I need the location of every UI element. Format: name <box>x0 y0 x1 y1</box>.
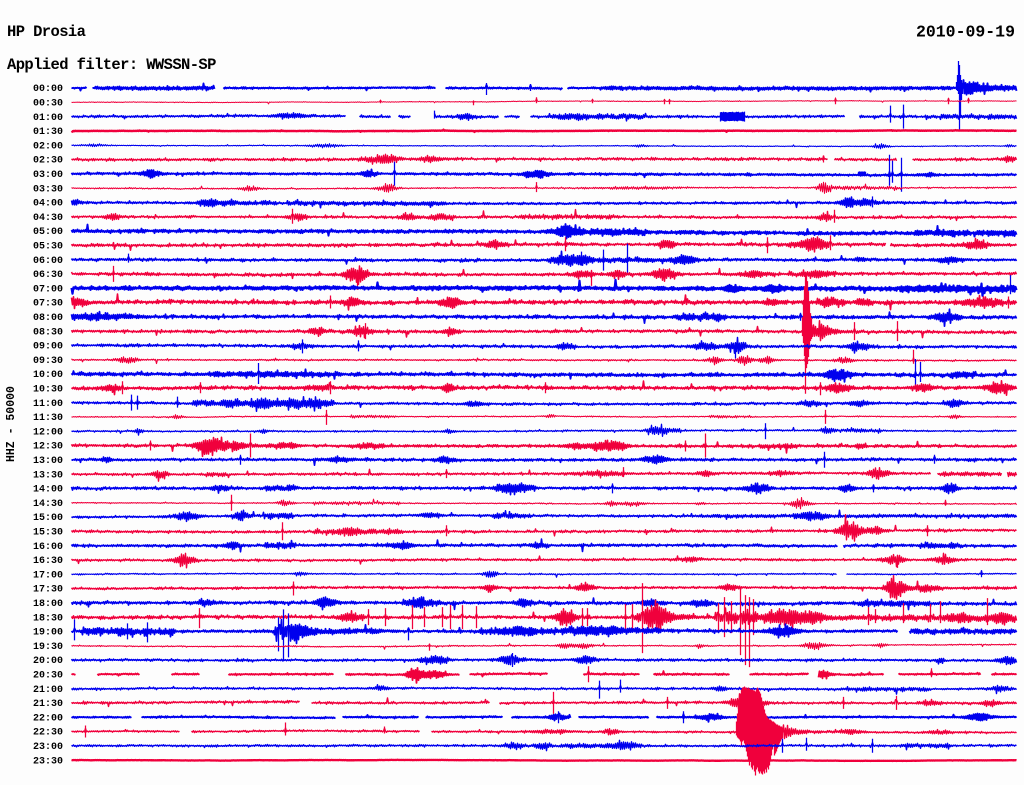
svg-text:02:30: 02:30 <box>33 156 63 167</box>
svg-text:Applied filter: WWSSN-SP: Applied filter: WWSSN-SP <box>7 56 216 74</box>
svg-text:22:30: 22:30 <box>33 728 63 739</box>
svg-text:09:00: 09:00 <box>33 342 63 353</box>
svg-text:12:30: 12:30 <box>33 442 63 453</box>
svg-text:16:00: 16:00 <box>33 542 63 553</box>
svg-text:2010-09-19: 2010-09-19 <box>916 23 1015 42</box>
svg-text:12:00: 12:00 <box>33 427 63 438</box>
svg-text:17:00: 17:00 <box>33 570 63 581</box>
svg-text:02:00: 02:00 <box>33 141 63 152</box>
svg-text:04:30: 04:30 <box>33 213 63 224</box>
svg-text:15:30: 15:30 <box>33 528 63 539</box>
svg-text:11:00: 11:00 <box>33 399 63 410</box>
svg-text:03:30: 03:30 <box>33 184 63 195</box>
svg-text:04:00: 04:00 <box>33 199 63 210</box>
svg-text:17:30: 17:30 <box>33 585 63 596</box>
svg-text:20:30: 20:30 <box>33 671 63 682</box>
svg-text:07:30: 07:30 <box>33 299 63 310</box>
svg-text:10:00: 10:00 <box>33 370 63 381</box>
svg-text:HP Drosia: HP Drosia <box>7 23 86 41</box>
svg-text:03:00: 03:00 <box>33 170 63 181</box>
svg-text:20:00: 20:00 <box>33 656 63 667</box>
svg-text:19:30: 19:30 <box>33 642 63 653</box>
svg-text:05:30: 05:30 <box>33 242 63 253</box>
svg-text:15:00: 15:00 <box>33 513 63 524</box>
svg-text:00:00: 00:00 <box>33 84 63 95</box>
svg-text:13:00: 13:00 <box>33 456 63 467</box>
svg-text:19:00: 19:00 <box>33 628 63 639</box>
svg-text:HHZ - 50000: HHZ - 50000 <box>5 386 18 462</box>
svg-text:10:30: 10:30 <box>33 385 63 396</box>
svg-text:11:30: 11:30 <box>33 413 63 424</box>
svg-text:23:00: 23:00 <box>33 742 63 753</box>
svg-text:18:30: 18:30 <box>33 613 63 624</box>
svg-text:06:30: 06:30 <box>33 270 63 281</box>
svg-text:18:00: 18:00 <box>33 599 63 610</box>
svg-text:08:00: 08:00 <box>33 313 63 324</box>
svg-text:07:00: 07:00 <box>33 284 63 295</box>
svg-text:05:00: 05:00 <box>33 227 63 238</box>
svg-text:01:30: 01:30 <box>33 127 63 138</box>
svg-text:13:30: 13:30 <box>33 470 63 481</box>
svg-text:14:00: 14:00 <box>33 485 63 496</box>
svg-text:01:00: 01:00 <box>33 113 63 124</box>
svg-text:21:00: 21:00 <box>33 685 63 696</box>
svg-text:08:30: 08:30 <box>33 327 63 338</box>
svg-text:23:30: 23:30 <box>33 756 63 767</box>
svg-text:14:30: 14:30 <box>33 499 63 510</box>
svg-text:09:30: 09:30 <box>33 356 63 367</box>
svg-text:00:30: 00:30 <box>33 99 63 110</box>
svg-text:21:30: 21:30 <box>33 699 63 710</box>
svg-text:22:00: 22:00 <box>33 713 63 724</box>
svg-text:06:00: 06:00 <box>33 256 63 267</box>
svg-text:16:30: 16:30 <box>33 556 63 567</box>
